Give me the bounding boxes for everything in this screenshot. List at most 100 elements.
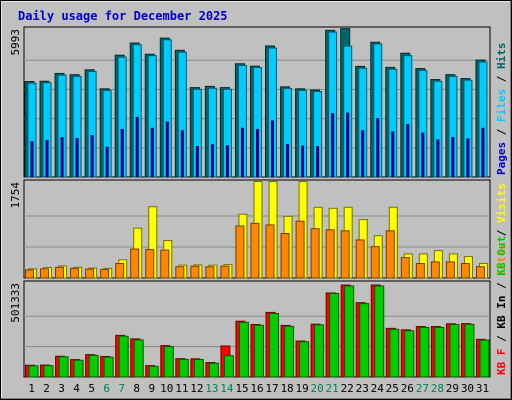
bar bbox=[406, 124, 410, 178]
bar bbox=[376, 118, 380, 178]
bar bbox=[105, 146, 109, 178]
bar bbox=[340, 230, 350, 279]
bar bbox=[415, 263, 425, 279]
bar bbox=[250, 222, 260, 279]
x-tick-label: 28 bbox=[431, 382, 444, 395]
bar bbox=[55, 266, 65, 279]
legend-entry: KB F bbox=[495, 349, 508, 376]
bar bbox=[135, 116, 139, 178]
x-tick-label: 21 bbox=[326, 382, 339, 395]
bar bbox=[253, 324, 264, 378]
y-max-label: 501333 bbox=[9, 283, 22, 323]
bar bbox=[346, 112, 350, 178]
bar bbox=[103, 356, 114, 378]
legend-separator: / bbox=[495, 122, 508, 142]
legend-entry: Pages bbox=[495, 142, 508, 175]
legend-entry: Files bbox=[495, 89, 508, 122]
bar bbox=[148, 365, 159, 378]
bar bbox=[255, 128, 259, 178]
bar bbox=[400, 257, 410, 279]
x-tick-label: 2 bbox=[43, 382, 50, 395]
x-tick-label: 19 bbox=[295, 382, 308, 395]
x-tick-label: 23 bbox=[356, 382, 369, 395]
bar bbox=[160, 249, 170, 279]
chart-panels: 5993 Pages / Files / Hits 1754 Sites / Visi… bbox=[9, 26, 508, 378]
x-tick-label: 26 bbox=[401, 382, 414, 395]
bar bbox=[361, 130, 365, 178]
panel-hits-files-pages: 5993 Pages / Files / Hits bbox=[9, 26, 508, 178]
bar bbox=[120, 128, 124, 178]
bar bbox=[430, 261, 440, 279]
x-tick-label: 3 bbox=[58, 382, 65, 395]
bar bbox=[195, 146, 199, 178]
bar bbox=[449, 324, 460, 378]
bar bbox=[238, 321, 249, 378]
bar bbox=[479, 339, 490, 378]
bar bbox=[370, 246, 380, 279]
bar bbox=[389, 328, 400, 378]
bar bbox=[28, 365, 39, 378]
bar bbox=[70, 267, 80, 279]
bar bbox=[269, 313, 280, 378]
x-tick-label: 16 bbox=[250, 382, 263, 395]
bar bbox=[301, 145, 305, 178]
bar bbox=[130, 248, 140, 279]
x-tick-label: 10 bbox=[160, 382, 173, 395]
chart-title: Daily usage for December 2025 bbox=[18, 9, 228, 23]
x-tick-label: 6 bbox=[103, 382, 110, 395]
series-kb-out bbox=[28, 285, 490, 378]
legend-entry: KB In bbox=[495, 296, 508, 329]
panel-legend: Pages / Files / Hits bbox=[495, 43, 508, 176]
bar bbox=[286, 144, 290, 178]
bar bbox=[85, 268, 95, 279]
legend-separator: / bbox=[495, 276, 508, 296]
bar bbox=[421, 132, 425, 178]
legend-entry: KB Out bbox=[495, 236, 508, 276]
x-tick-label: 11 bbox=[175, 382, 188, 395]
bar bbox=[481, 127, 485, 178]
x-tick-label: 29 bbox=[446, 382, 459, 395]
bar bbox=[316, 146, 320, 178]
bar bbox=[88, 354, 99, 378]
x-tick-label: 1 bbox=[28, 382, 35, 395]
bar bbox=[284, 325, 295, 378]
x-tick-label: 13 bbox=[205, 382, 218, 395]
bar bbox=[451, 137, 455, 178]
bar bbox=[75, 138, 79, 178]
panel-legend: KB F / KB In / KB Out bbox=[495, 236, 508, 375]
bar bbox=[385, 230, 395, 279]
x-tick-label: 22 bbox=[341, 382, 354, 395]
bar bbox=[58, 356, 69, 378]
bar bbox=[419, 326, 430, 378]
bar bbox=[165, 121, 169, 178]
bar bbox=[464, 323, 475, 378]
bar bbox=[180, 130, 184, 178]
bar bbox=[271, 120, 275, 178]
panel-visits-sites: 1754 Sites / Visits bbox=[9, 179, 508, 279]
x-tick-label: 14 bbox=[220, 382, 234, 395]
bar bbox=[466, 138, 470, 178]
bar bbox=[115, 263, 125, 279]
bar bbox=[45, 139, 49, 178]
x-tick-label: 31 bbox=[476, 382, 489, 395]
bar bbox=[374, 285, 385, 378]
bar bbox=[193, 359, 204, 378]
legend-entry: Hits bbox=[495, 43, 508, 70]
x-tick-label: 24 bbox=[371, 382, 385, 395]
x-tick-label: 17 bbox=[265, 382, 278, 395]
panel-kbytes: 501333 KB F / KB In / KB Out bbox=[9, 236, 508, 378]
x-tick-label: 12 bbox=[190, 382, 203, 395]
x-tick-label: 18 bbox=[280, 382, 293, 395]
bar bbox=[175, 266, 185, 279]
x-tick-label: 25 bbox=[386, 382, 399, 395]
bar bbox=[145, 249, 155, 279]
y-max-label: 5993 bbox=[9, 29, 22, 56]
legend-entry: Visits bbox=[495, 183, 508, 223]
bar bbox=[460, 263, 470, 279]
bar bbox=[100, 268, 110, 279]
bar bbox=[90, 135, 94, 178]
bar bbox=[331, 113, 335, 178]
bar bbox=[150, 127, 154, 178]
